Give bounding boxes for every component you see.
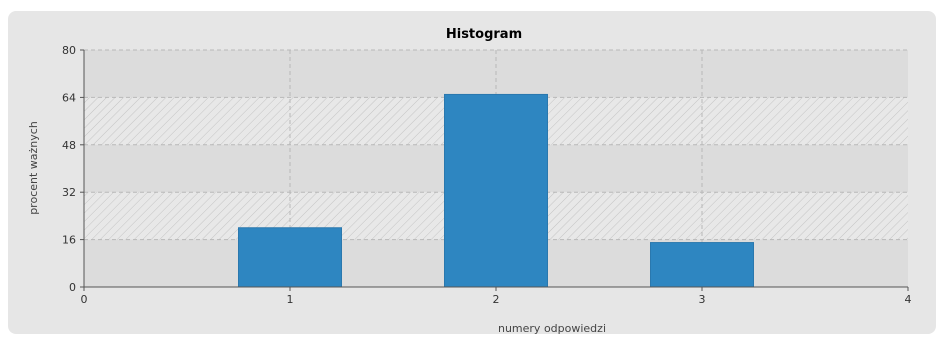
chart-title: Histogram [446, 27, 522, 42]
y-tick-label: 32 [62, 186, 76, 199]
x-axis-label: numery odpowiedzi [498, 322, 606, 335]
y-tick-label: 16 [62, 234, 76, 247]
bar [650, 242, 754, 288]
x-tick-label: 3 [699, 293, 706, 306]
y-axis-label: procent ważnych [27, 121, 40, 215]
y-tick-label: 80 [62, 44, 76, 57]
x-tick-label: 2 [493, 293, 500, 306]
y-tick-label: 48 [62, 139, 76, 152]
y-tick-label: 64 [62, 91, 76, 104]
bar [444, 93, 548, 288]
x-tick-label: 4 [905, 293, 912, 306]
x-tick-label: 0 [81, 293, 88, 306]
x-tick-label: 1 [287, 293, 294, 306]
bar [238, 227, 342, 288]
y-tick-label: 0 [69, 281, 76, 294]
